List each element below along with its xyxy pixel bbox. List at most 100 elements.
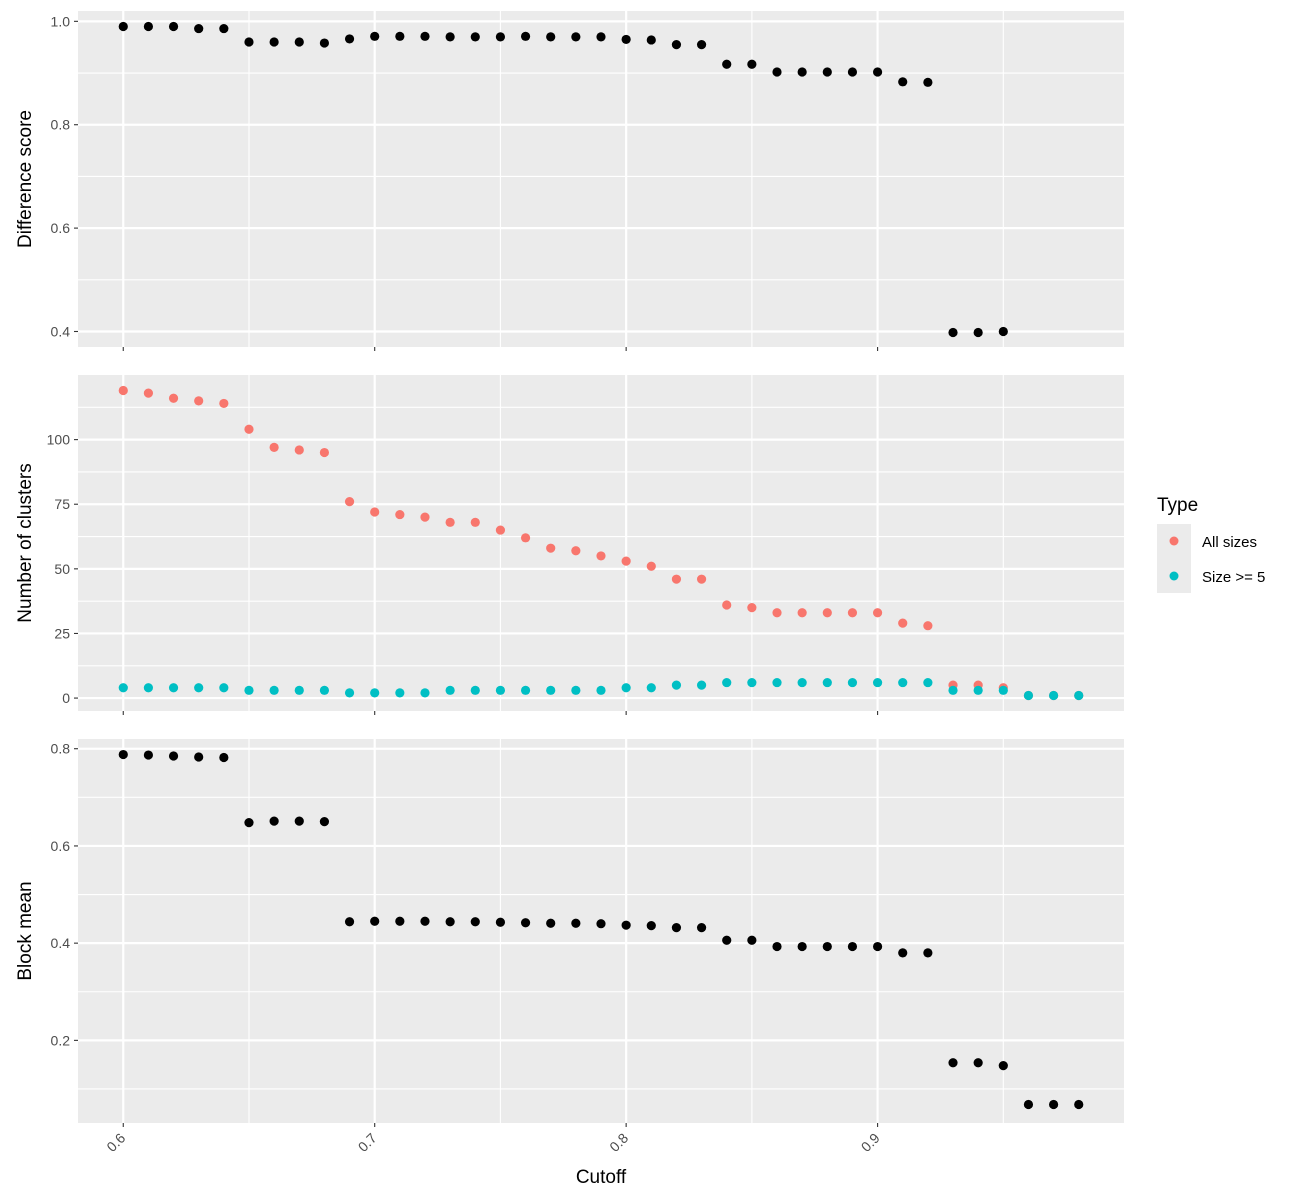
data-point <box>998 685 1008 695</box>
data-point <box>646 35 656 45</box>
data-point <box>194 752 204 762</box>
data-point <box>621 556 631 566</box>
data-point <box>696 680 707 690</box>
chart-panels: 0.4 0.6 0.8 1.0 Difference score 0 25 50 75 100 Nu… <box>15 11 1124 1155</box>
data-point <box>269 816 279 826</box>
data-point <box>370 916 380 926</box>
data-point <box>596 551 606 561</box>
data-point <box>621 683 631 693</box>
data-point <box>143 388 154 398</box>
data-point <box>143 21 154 32</box>
data-point <box>495 685 506 695</box>
data-point <box>948 685 958 695</box>
data-point <box>495 917 506 927</box>
data-point <box>118 749 128 760</box>
data-point <box>923 677 933 688</box>
y-tick-label: 0.2 <box>51 1032 71 1048</box>
data-point <box>495 525 506 535</box>
data-point <box>294 37 304 47</box>
y-tick-label: 0.6 <box>51 838 71 854</box>
data-point <box>923 621 933 631</box>
data-point <box>219 398 229 409</box>
data-point <box>445 685 455 695</box>
data-point <box>118 385 128 396</box>
y-axis-title-difference: Difference score <box>15 110 36 248</box>
data-point <box>822 608 832 618</box>
data-point <box>671 40 682 50</box>
data-point <box>294 685 304 695</box>
legend-label-size-ge-5: Size >= 5 <box>1202 569 1265 586</box>
data-point <box>923 77 933 87</box>
data-point <box>596 685 606 695</box>
data-point <box>168 393 179 403</box>
data-point <box>168 21 179 32</box>
x-tick-label: 0.9 <box>858 1130 883 1155</box>
data-point <box>470 32 480 42</box>
data-point <box>722 59 732 69</box>
data-point <box>847 677 858 688</box>
data-point <box>722 935 732 945</box>
legend-label-all-sizes: All sizes <box>1202 534 1257 551</box>
data-point <box>571 685 581 695</box>
data-point <box>596 919 606 929</box>
data-point <box>319 817 330 827</box>
data-point <box>445 32 455 42</box>
data-point <box>646 683 656 693</box>
data-point <box>973 685 983 695</box>
data-point <box>998 326 1008 337</box>
data-point <box>998 1061 1008 1071</box>
data-point <box>118 21 128 32</box>
data-point <box>571 546 581 556</box>
data-point <box>671 922 682 933</box>
data-point <box>194 23 204 34</box>
x-tick-label: 0.6 <box>103 1130 128 1155</box>
data-point <box>420 688 430 698</box>
data-point <box>948 327 958 338</box>
legend-key-size-ge-5 <box>1169 571 1179 581</box>
y-tick-label: 50 <box>54 561 70 577</box>
panel-block: 0.2 0.4 0.6 0.8 Block mean <box>15 739 1124 1127</box>
data-point <box>973 1058 983 1068</box>
data-point <box>546 918 556 928</box>
data-point <box>847 941 858 952</box>
data-point <box>395 31 405 41</box>
data-point <box>898 77 908 87</box>
data-point <box>722 677 732 688</box>
x-axis-title: Cutoff <box>576 1167 627 1188</box>
y-tick-label: 0.4 <box>51 935 71 951</box>
data-point <box>219 23 229 34</box>
data-point <box>822 67 832 77</box>
data-point <box>898 618 908 628</box>
series-clusters-1 <box>118 677 1084 701</box>
data-point <box>671 574 682 584</box>
data-point <box>470 517 480 527</box>
data-point <box>772 67 782 77</box>
data-point <box>646 561 656 571</box>
data-point <box>219 683 229 693</box>
panel-difference: 0.4 0.6 0.8 1.0 Difference score <box>15 11 1124 351</box>
data-point <box>194 683 204 693</box>
data-point <box>395 916 405 926</box>
data-point <box>1048 1099 1059 1110</box>
data-point <box>520 31 531 41</box>
series-difference-0 <box>118 21 1008 338</box>
data-point <box>370 507 380 517</box>
data-point <box>822 941 832 952</box>
data-point <box>344 34 355 44</box>
data-point <box>747 603 757 613</box>
data-point <box>244 424 254 434</box>
y-tick-label: 75 <box>54 496 70 512</box>
legend-key-background <box>1157 524 1191 593</box>
data-point <box>696 922 707 933</box>
data-point <box>370 31 380 41</box>
data-point <box>1074 690 1084 701</box>
data-point <box>722 600 732 610</box>
data-point <box>420 916 430 926</box>
legend-key-all-sizes <box>1169 536 1179 546</box>
data-point <box>319 38 330 48</box>
data-point <box>546 32 556 42</box>
x-tick-label: 0.7 <box>355 1130 380 1155</box>
data-point <box>244 37 254 47</box>
data-point <box>1048 690 1059 701</box>
panel-background <box>78 11 1124 347</box>
